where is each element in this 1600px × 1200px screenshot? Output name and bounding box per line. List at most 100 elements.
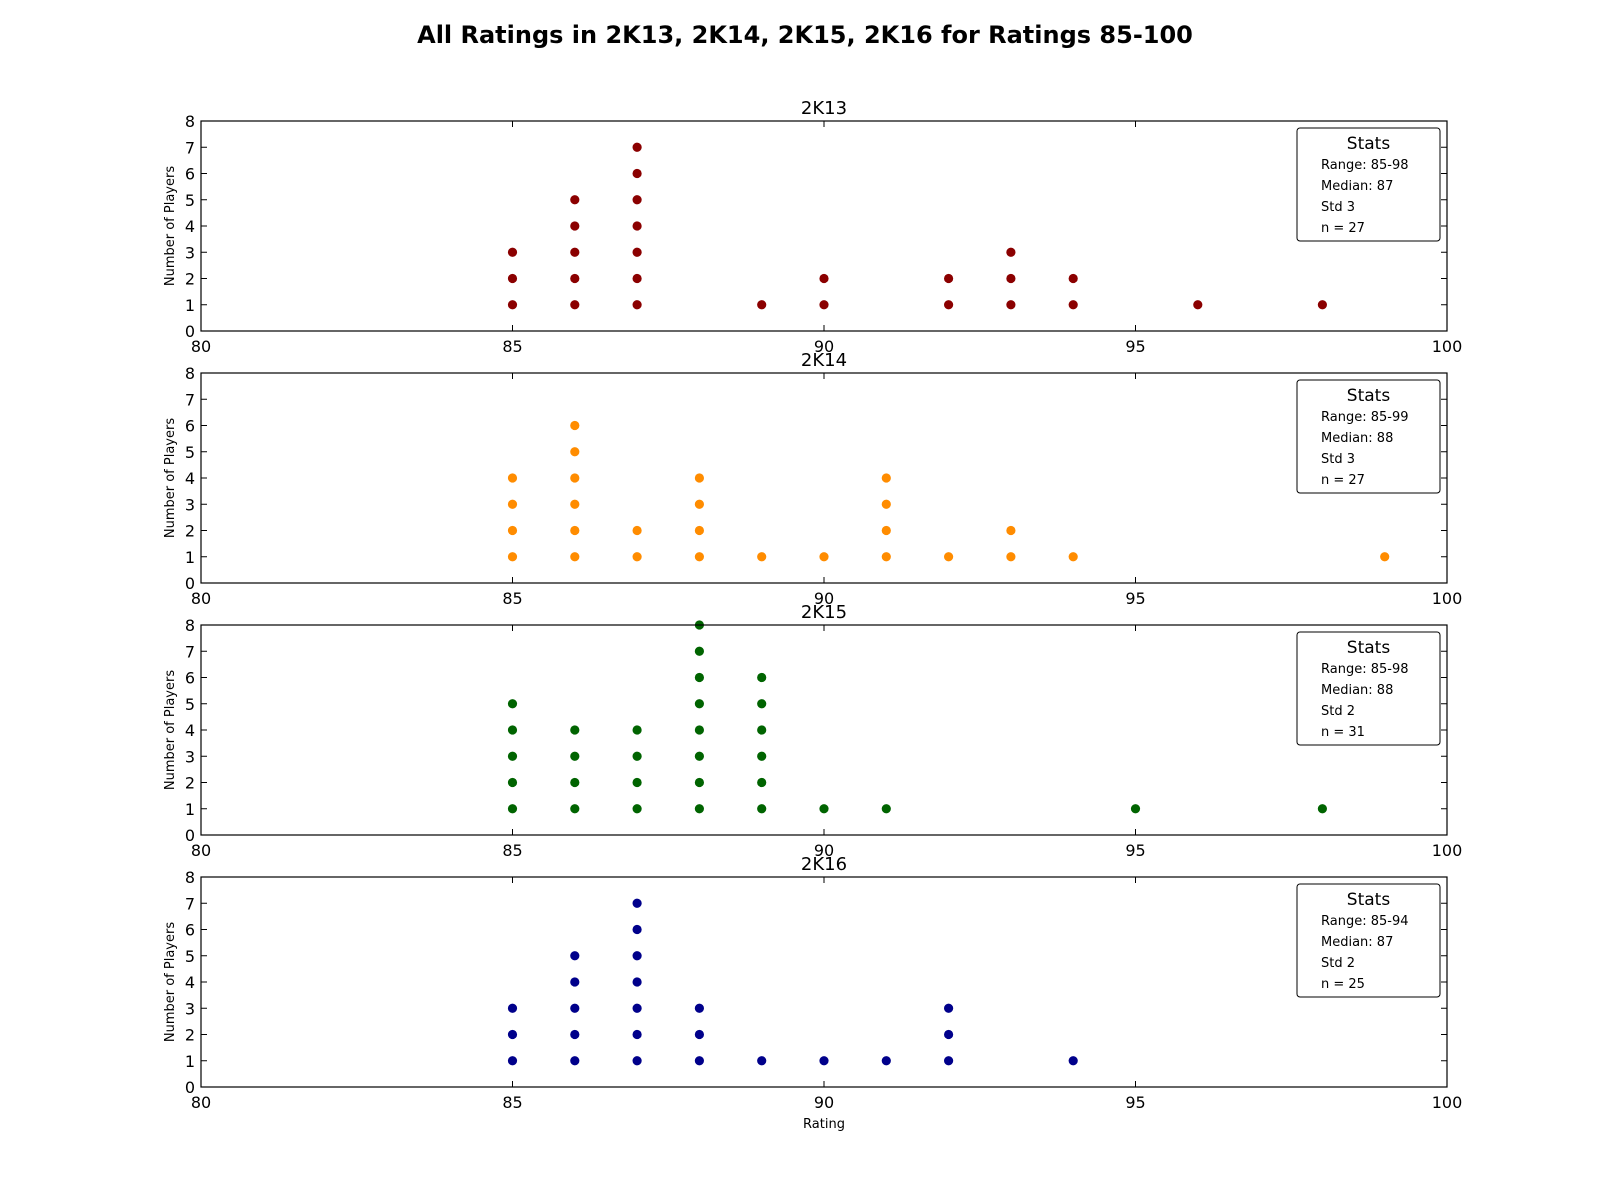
y-axis-label: Number of Players: [163, 166, 178, 286]
x-tick-label: 85: [502, 1093, 522, 1112]
data-point: [632, 552, 642, 562]
data-point: [944, 552, 954, 562]
data-point: [632, 1029, 642, 1040]
data-point: [881, 473, 891, 483]
x-tick-label: 95: [1125, 589, 1145, 608]
legend-box: [1296, 379, 1441, 494]
data-point: [944, 1056, 954, 1066]
data-point: [570, 195, 580, 205]
data-point: [507, 552, 518, 562]
data-point: [632, 247, 642, 257]
data-point: [507, 499, 518, 509]
data-point: [1380, 552, 1390, 562]
data-point: [1193, 300, 1203, 310]
y-tick-label: 4: [185, 973, 195, 992]
legend-entry: n = 27: [1321, 221, 1365, 236]
data-point: [570, 1056, 580, 1066]
y-tick-label: 5: [185, 443, 195, 462]
y-tick-label: 4: [185, 469, 195, 488]
y-tick-label: 3: [185, 747, 195, 766]
data-point: [1006, 300, 1016, 310]
plot-frame: [200, 120, 1448, 332]
data-point: [1068, 552, 1078, 562]
data-point: [507, 525, 518, 536]
data-point: [1006, 552, 1016, 562]
x-tick-label: 80: [191, 1093, 211, 1112]
y-tick-label: 2: [185, 774, 195, 793]
y-tick-label: 1: [185, 1052, 195, 1071]
data-point: [757, 804, 767, 814]
data-point: [570, 247, 580, 257]
stats-legend: Stats Range: 85-94 Median: 87 Std 2 n = 25: [1296, 883, 1441, 998]
data-point: [694, 751, 705, 761]
panel-2k15: 2K15 0 1 2 3 4 5 6 7 8 80 85 90 95 100 Number of Player…: [163, 602, 1462, 860]
panel-title: 2K15: [801, 602, 847, 623]
y-tick-label: 2: [185, 1026, 195, 1045]
y-tick-label: 1: [185, 800, 195, 819]
y-axis-label: Number of Players: [163, 922, 178, 1042]
data-point: [570, 725, 580, 735]
data-point: [632, 142, 642, 152]
legend-entry: Range: 85-94: [1321, 914, 1409, 929]
x-tick-label: 100: [1432, 1093, 1463, 1112]
x-tick-label: 95: [1125, 1093, 1145, 1112]
panel-title: 2K16: [801, 854, 847, 875]
data-point: [632, 924, 642, 935]
panel-2k14: 2K14 0 1 2 3 4 5 6 7 8 80 85 90 95 100 Number of Player…: [163, 350, 1462, 608]
data-point: [944, 1003, 954, 1013]
x-tick-label: 95: [1125, 841, 1145, 860]
data-point: [757, 672, 767, 683]
data-point: [757, 751, 767, 761]
data-point: [570, 447, 580, 457]
data-point: [1068, 300, 1078, 310]
data-point: [507, 1003, 518, 1013]
data-point: [570, 525, 580, 536]
plot-frame: [200, 876, 1448, 1088]
data-point: [632, 777, 642, 788]
data-point: [570, 804, 580, 814]
x-tick-label: 90: [814, 1093, 834, 1112]
data-point: [507, 300, 518, 310]
legend-entry: Std 2: [1321, 956, 1355, 971]
data-point: [694, 1029, 705, 1040]
legend-entry: n = 31: [1321, 725, 1365, 740]
x-tick-label: 90: [814, 589, 834, 608]
data-point: [694, 473, 705, 483]
stats-legend: Stats Range: 85-98 Median: 87 Std 3 n = 27: [1296, 127, 1441, 242]
legend-entry: Std 3: [1321, 452, 1355, 467]
y-tick-label: 8: [185, 868, 195, 887]
data-point: [507, 273, 518, 284]
y-tick-label: 5: [185, 947, 195, 966]
data-point: [632, 1003, 642, 1013]
legend-entry: Range: 85-99: [1321, 410, 1409, 425]
data-point: [570, 1003, 580, 1013]
y-tick-label: 0: [185, 322, 195, 341]
data-point: [944, 300, 954, 310]
data-point: [570, 751, 580, 761]
data-point: [507, 247, 518, 257]
data-point: [507, 725, 518, 735]
data-point: [570, 300, 580, 310]
legend-entry: Median: 88: [1321, 431, 1393, 446]
data-point: [507, 699, 518, 709]
data-point: [757, 777, 767, 788]
y-tick-label: 0: [185, 1078, 195, 1097]
y-tick-label: 5: [185, 695, 195, 714]
x-tick-label: 80: [191, 841, 211, 860]
data-point: [1317, 804, 1327, 814]
data-point: [1317, 300, 1327, 310]
data-point: [757, 1056, 767, 1066]
x-tick-label: 100: [1432, 589, 1463, 608]
data-point: [694, 552, 705, 562]
data-point: [694, 499, 705, 509]
y-tick-label: 5: [185, 191, 195, 210]
data-point: [881, 552, 891, 562]
data-point: [1006, 525, 1016, 536]
data-point: [507, 1056, 518, 1066]
data-point: [507, 473, 518, 483]
y-tick-label: 6: [185, 165, 195, 184]
y-tick-label: 6: [185, 921, 195, 940]
y-tick-label: 4: [185, 217, 195, 236]
y-tick-label: 8: [185, 616, 195, 635]
